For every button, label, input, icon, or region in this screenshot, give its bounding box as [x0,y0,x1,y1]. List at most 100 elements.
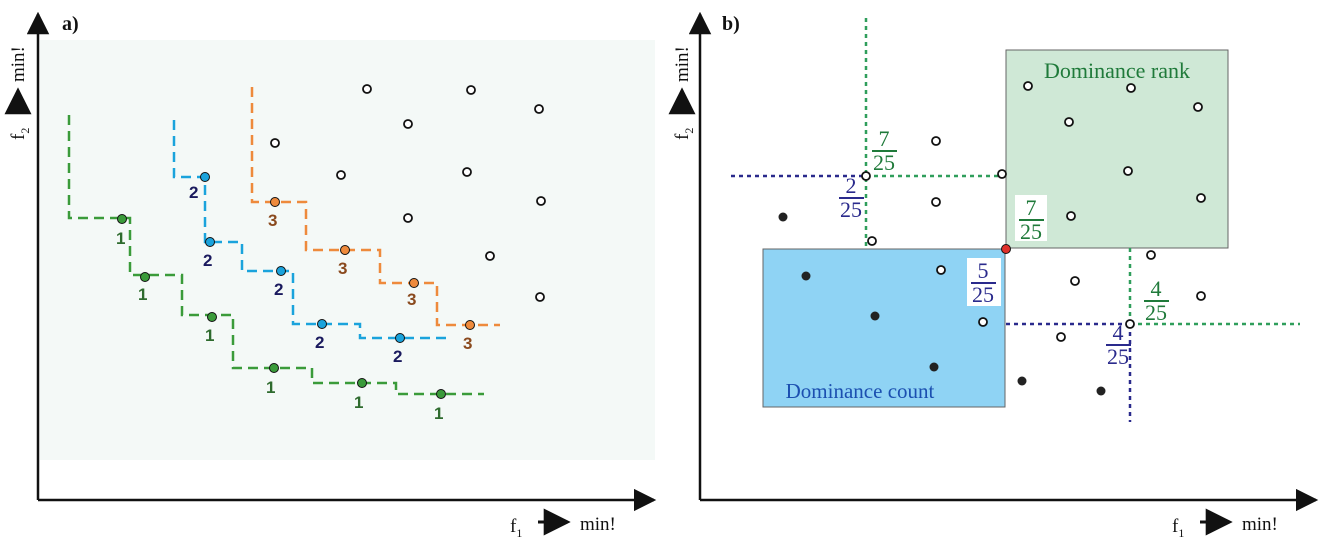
y-axis-var: f [672,133,693,140]
reference-point [1001,244,1011,254]
panel-b: b) f2 min! f1 min! Dominance rank Domina… [668,11,1319,537]
fraction-7-25-mid: 7 25 [1015,195,1047,244]
svg-text:f1: f1 [510,516,522,537]
panel-a-label: a) [62,13,79,35]
front-2-point [317,319,327,329]
open-point [1196,291,1206,301]
dominance-rank-label: Dominance rank [1044,58,1190,83]
rank-label-2: 2 [203,251,212,270]
open-point [534,104,544,114]
open-point [1193,102,1203,112]
rank-label-2: 2 [315,333,324,352]
rank-label-2: 2 [274,280,283,299]
open-point [1196,193,1206,203]
x-axis-sub: 1 [1178,526,1184,537]
front-1-point [357,378,367,388]
fraction-denominator: 25 [972,282,994,307]
y-axis-sub: 2 [682,128,696,134]
svg-text:f2: f2 [8,128,32,140]
dominated-points [270,84,546,302]
open-point [931,136,941,146]
fraction-denominator: 25 [873,150,895,175]
open-point [1146,250,1156,260]
open-point [1056,332,1066,342]
rank-label-2: 2 [393,347,402,366]
open-point [1125,319,1135,329]
dominating-points [778,212,1106,396]
fraction-4-25-green: 4 25 [1144,276,1169,325]
filled-point [870,311,880,321]
rank-label-1: 1 [205,326,214,345]
open-point [1066,211,1076,221]
open-point [1070,276,1080,286]
fraction-7-25-top: 7 25 [872,126,897,175]
open-point [403,213,413,223]
open-point [931,197,941,207]
filled-point [1017,376,1027,386]
x-axis-var: f [510,516,517,537]
y-axis-sub: 2 [18,128,32,134]
fraction-2-25: 2 25 [839,173,864,222]
fraction-denominator: 25 [1145,300,1167,325]
x-axis-var: f [1172,516,1179,537]
front-3-point [340,245,350,255]
front-3-point [270,197,280,207]
open-point [936,265,946,275]
front-3-point [409,278,419,288]
y-axis-min: min! [672,46,693,82]
front-2-point [276,266,286,276]
open-point [1126,83,1136,93]
filled-point [1096,386,1106,396]
front-1-point [140,272,150,282]
front-3-point [465,320,475,330]
open-point [978,317,988,327]
open-point [535,292,545,302]
rank-label-1: 1 [266,378,275,397]
filled-point [801,271,811,281]
front-1-point [269,363,279,373]
rank-label-3: 3 [268,211,277,230]
open-point [1123,166,1133,176]
panel-b-y-axis-title: f2 min! [668,46,696,140]
x-axis-sub: 1 [516,526,522,537]
y-axis-min: min! [8,46,29,82]
fraction-numerator: 2 [846,173,857,198]
fraction-denominator: 25 [1020,219,1042,244]
svg-text:f2: f2 [672,128,696,140]
open-point [270,138,280,148]
y-axis-var: f [8,133,29,140]
fraction-5-25: 5 25 [967,258,1001,307]
rank-label-1: 1 [116,229,125,248]
rank-label-3: 3 [407,290,416,309]
svg-text:f1: f1 [1172,516,1184,537]
front-1-point [207,312,217,322]
panel-a: a) f2 min! f1 min! [4,11,657,537]
x-axis-min: min! [580,514,616,535]
open-point [861,171,871,181]
fraction-numerator: 7 [879,126,890,151]
front-1-staircase [67,115,484,396]
open-point [1064,117,1074,127]
front-1-point [117,214,127,224]
open-points-b [861,81,1206,342]
fraction-numerator: 7 [1026,195,1037,220]
fraction-numerator: 4 [1151,276,1162,301]
fraction-numerator: 5 [978,258,989,283]
front-2-point [395,333,405,343]
rank-label-3: 3 [463,334,472,353]
fraction-numerator: 4 [1113,320,1124,345]
open-point [336,170,346,180]
filled-point [929,362,939,372]
panel-a-y-axis-title: f2 min! [4,46,32,140]
dominance-count-label: Dominance count [786,379,935,403]
open-point [1023,81,1033,91]
rank-label-1: 1 [138,285,147,304]
fraction-denominator: 25 [1107,344,1129,369]
rank-label-2: 2 [189,183,198,202]
front-1-point [436,389,446,399]
open-point [462,167,472,177]
panel-b-x-axis-title: f1 min! [1172,508,1278,537]
fraction-denominator: 25 [840,197,862,222]
open-point [536,196,546,206]
